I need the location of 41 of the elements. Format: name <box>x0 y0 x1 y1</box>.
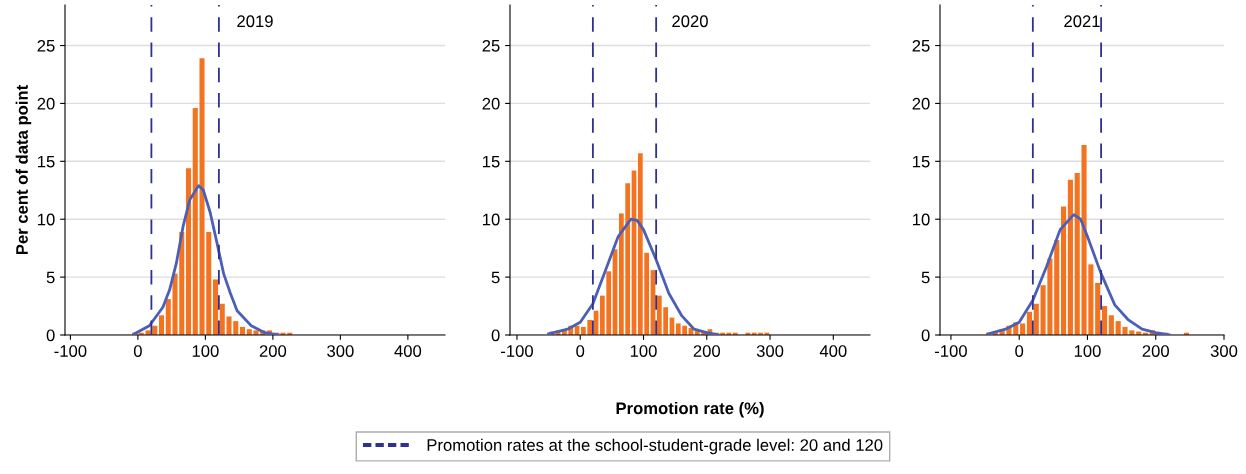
chart-title: 2019 <box>237 15 273 28</box>
x-tick-label: 300 <box>1210 345 1238 357</box>
x-tick-label: 400 <box>394 345 422 357</box>
y-tick-label: 0 <box>921 329 930 342</box>
y-tick-label: 10 <box>483 213 500 226</box>
x-tick-label: 200 <box>259 345 287 357</box>
x-tick-label: 100 <box>1074 345 1101 357</box>
y-tick-label: 15 <box>483 155 500 168</box>
x-axis-title: Promotion rate (%) <box>616 401 764 418</box>
y-tick-label: 25 <box>482 39 500 52</box>
x-tick-label: -100 <box>54 345 87 357</box>
chart-title: 2020 <box>672 15 708 28</box>
y-tick-label: 5 <box>921 271 930 284</box>
y-tick-label: 5 <box>46 271 55 284</box>
x-tick-label: -100 <box>934 345 967 357</box>
y-tick-label: 20 <box>482 97 500 110</box>
y-tick-label: 0 <box>46 329 55 342</box>
x-tick-label: 300 <box>756 345 784 357</box>
x-tick-label: 400 <box>819 345 847 357</box>
x-tick-label: 300 <box>327 345 354 357</box>
x-tick-label: 200 <box>1142 345 1169 357</box>
legend-label: Promotion rates at the school-student-grade level: 20 and 120 <box>427 438 883 455</box>
y-tick-label: 5 <box>491 271 500 284</box>
y-tick-label: 15 <box>38 155 55 168</box>
x-tick-label: 0 <box>576 345 585 357</box>
y-tick-label: 10 <box>38 213 55 226</box>
y-tick-label: 20 <box>912 97 930 110</box>
y-axis-title: Per cent of data point <box>15 85 32 255</box>
x-tick-label: 200 <box>693 345 721 357</box>
y-tick-label: 25 <box>912 39 930 52</box>
x-tick-label: 0 <box>133 345 142 357</box>
x-tick-label: 100 <box>630 345 657 357</box>
x-tick-label: 100 <box>192 345 219 357</box>
y-tick-label: 10 <box>913 213 930 226</box>
y-tick-label: 25 <box>37 39 55 52</box>
y-tick-label: 0 <box>491 329 500 342</box>
x-tick-label: 0 <box>1015 345 1024 357</box>
chart-title: 2021 <box>1064 15 1100 28</box>
y-tick-label: 15 <box>913 155 930 168</box>
x-tick-label: -100 <box>501 345 533 357</box>
y-tick-label: 20 <box>37 97 55 110</box>
